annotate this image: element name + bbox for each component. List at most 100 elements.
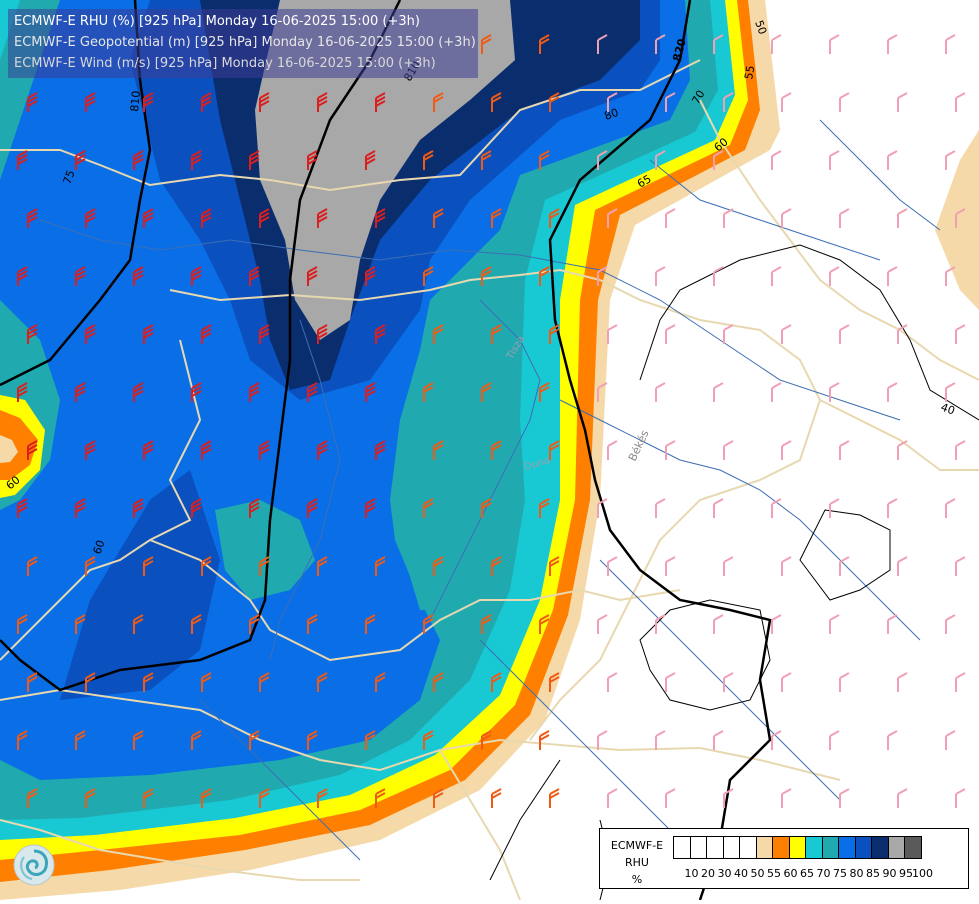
wind-barb-icon <box>897 92 908 112</box>
legend-tick-20: 20 <box>701 867 715 880</box>
wind-barb-icon <box>249 498 260 518</box>
wind-barb-icon <box>201 440 212 460</box>
wind-barb-icon <box>771 34 782 54</box>
rhu-area-95 <box>255 0 515 340</box>
wind-barb-icon <box>133 614 144 634</box>
wind-barb-icon <box>723 788 734 808</box>
legend-variable: RHU <box>625 856 649 869</box>
legend-swatch-70 <box>805 836 823 859</box>
wind-barb-icon <box>85 672 96 692</box>
rhu-pocket-60 <box>0 410 38 480</box>
wind-barb-icon <box>423 614 434 634</box>
wind-barb-icon <box>665 788 676 808</box>
wind-barb-icon <box>549 788 560 808</box>
wind-barb-icon <box>655 150 666 170</box>
wind-barb-icon <box>945 266 956 286</box>
wind-barb-icon <box>897 556 908 576</box>
wind-barb-icon <box>897 440 908 460</box>
legend-tick-40: 40 <box>734 867 748 880</box>
legend-tick-70: 70 <box>816 867 831 880</box>
wind-barb-icon <box>491 672 502 692</box>
wind-barb-icon <box>307 382 318 402</box>
rivers <box>39 119 941 861</box>
wind-barb-icon <box>249 150 260 170</box>
wind-barb-icon <box>307 730 318 750</box>
wind-barb-icon <box>539 266 550 286</box>
wind-barb-icon <box>665 92 676 112</box>
rhu-label-55: 55 <box>742 64 757 80</box>
wind-barb-icon <box>829 614 840 634</box>
wind-barb-icon <box>655 614 666 634</box>
wind-barb-icon <box>375 672 386 692</box>
rhu-label-40: 40 <box>939 401 957 418</box>
legend-swatch-80 <box>838 836 856 859</box>
rhu-label-75: 75 <box>61 168 78 186</box>
wind-barb-icon <box>481 614 492 634</box>
legend-unit: % <box>631 873 643 886</box>
wind-barb-icon <box>897 788 908 808</box>
wind-barb-icon <box>433 208 444 228</box>
rhu-area-85b <box>60 470 220 700</box>
wind-barb-icon <box>317 556 328 576</box>
wind-barb-icon <box>191 730 202 750</box>
wind-barb-icon <box>829 150 840 170</box>
wind-barb-icon <box>713 730 724 750</box>
wind-barb-icon <box>655 266 666 286</box>
wind-barb-icon <box>249 266 260 286</box>
wind-barb-icon <box>481 266 492 286</box>
wind-barb-icon <box>955 788 966 808</box>
wind-barb-icon <box>27 440 38 460</box>
wind-barb-icon <box>723 324 734 344</box>
wind-barb-icon <box>143 324 154 344</box>
wind-barb-icon <box>955 440 966 460</box>
rhu-pocket-75-right <box>400 480 505 610</box>
wind-barb-icon <box>607 672 618 692</box>
wind-barb-icon <box>771 382 782 402</box>
wind-barb-icon <box>655 498 666 518</box>
wind-barb-icon <box>491 440 502 460</box>
wind-barb-icon <box>945 614 956 634</box>
wind-barb-icon <box>781 788 792 808</box>
wind-barb-icon <box>259 324 270 344</box>
legend-tick-85: 85 <box>866 867 880 880</box>
legend-tick-65: 65 <box>800 867 814 880</box>
wind-barb-icon <box>781 556 792 576</box>
wind-barb-icon <box>191 382 202 402</box>
map-header: ECMWF-E RHU (%) [925 hPa] Monday 16-06-2… <box>8 9 478 78</box>
wind-barb-icon <box>723 92 734 112</box>
wind-barb-icon <box>133 498 144 518</box>
wind-barb-icon <box>897 324 908 344</box>
wind-barb-icon <box>839 92 850 112</box>
legend-swatch-85 <box>854 836 872 859</box>
legend-swatch-10 <box>673 836 691 859</box>
wind-barb-icon <box>259 556 270 576</box>
rhu-label-60-mid: 60 <box>91 538 108 556</box>
wind-barb-icon <box>17 382 28 402</box>
wind-barb-icon <box>723 556 734 576</box>
header-rhu-title: ECMWF-E RHU (%) [925 hPa] Monday 16-06-2… <box>14 14 420 29</box>
wind-barb-icon <box>481 382 492 402</box>
wind-barb-icon <box>433 92 444 112</box>
swirl-logo-icon <box>12 843 56 887</box>
wind-barb-icon <box>143 92 154 112</box>
legend-tick-55: 55 <box>767 867 781 880</box>
wind-barb-icon <box>133 382 144 402</box>
wind-barb-icon <box>945 382 956 402</box>
rhu-label-65: 65 <box>635 172 654 190</box>
legend-swatch-55 <box>755 836 773 859</box>
wind-barb-icon <box>317 440 328 460</box>
wind-barb-icon <box>713 34 724 54</box>
wind-barb-icon <box>723 208 734 228</box>
wind-barb-icon <box>955 556 966 576</box>
wind-barb-icon <box>365 614 376 634</box>
wind-barb-icon <box>607 556 618 576</box>
wind-barb-icon <box>955 92 966 112</box>
wind-barb-icon <box>375 440 386 460</box>
wind-barb-icon <box>423 730 434 750</box>
wind-barb-icon <box>665 208 676 228</box>
wind-barb-icon <box>85 92 96 112</box>
wind-barb-icon <box>307 150 318 170</box>
rhu-label-70: 70 <box>689 88 707 107</box>
wind-barb-icon <box>955 208 966 228</box>
